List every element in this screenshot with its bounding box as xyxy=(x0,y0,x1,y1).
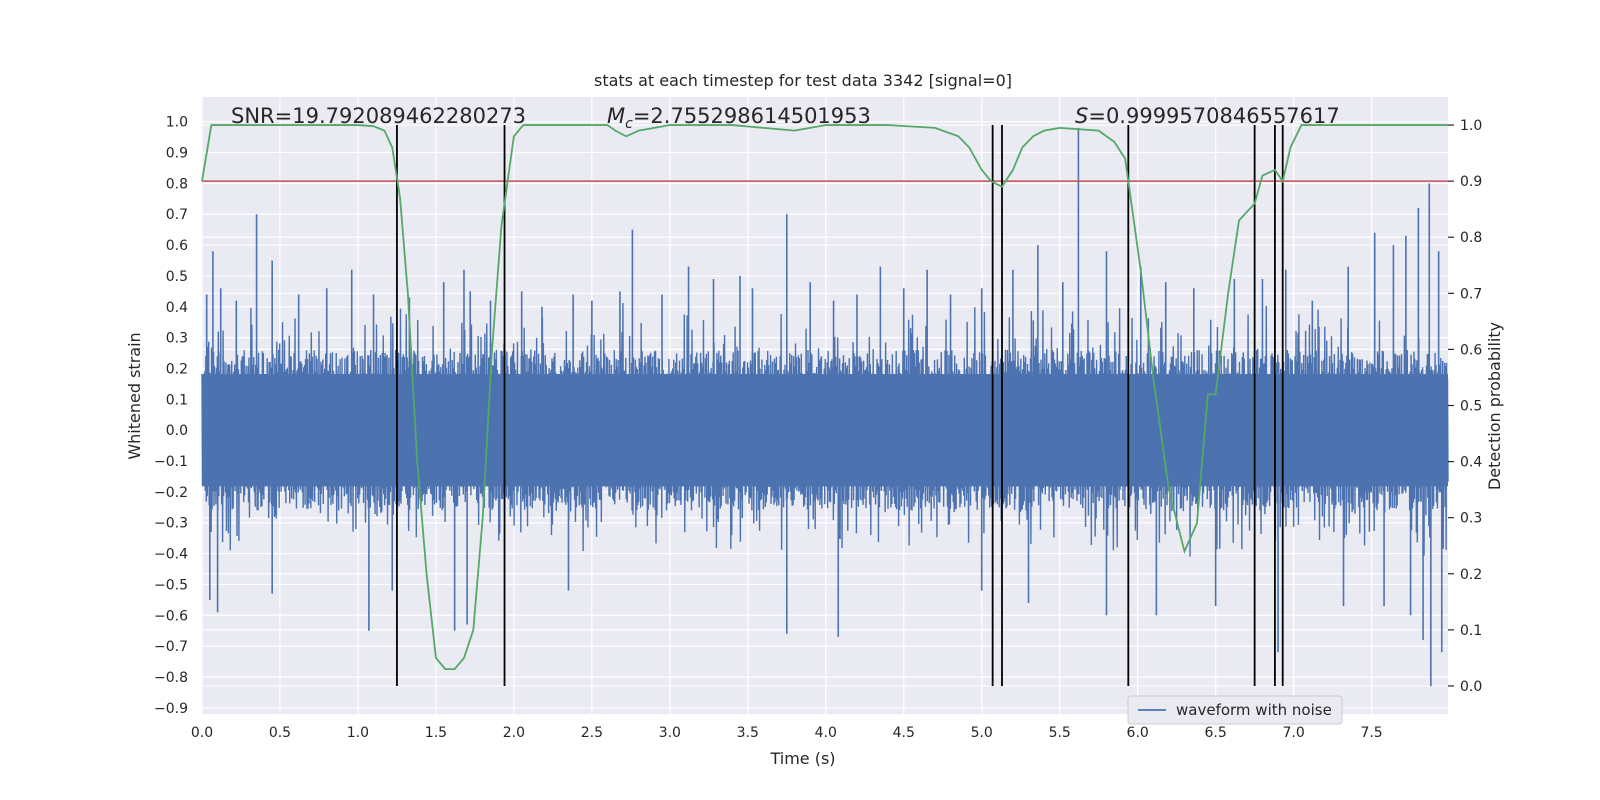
legend: waveform with noise xyxy=(1127,695,1343,725)
y-right-tick-label: 1.0 xyxy=(1460,118,1482,134)
chirp-mass-subscript: c xyxy=(625,116,633,132)
y-left-tick-label: −0.1 xyxy=(154,454,188,470)
y-left-tick-label: 1.0 xyxy=(166,115,188,131)
x-tick-label: 1.5 xyxy=(425,725,447,741)
x-axis-ticks: 0.0 0.5 1.0 1.5 2.0 2.5 3.0 3.5 4.0 4.5 5.0 5.5 6.0 6… xyxy=(191,725,1383,741)
x-tick-label: 7.5 xyxy=(1360,725,1382,741)
y-right-tick-label: 0.2 xyxy=(1460,567,1482,583)
y-right-tick-label: 0.6 xyxy=(1460,342,1482,358)
x-tick-label: 4.5 xyxy=(893,725,915,741)
x-tick-label: 5.0 xyxy=(971,725,993,741)
x-tick-label: 2.0 xyxy=(503,725,525,741)
snr-annotation: SNR=19.792089462280273 xyxy=(231,104,526,128)
x-tick-label: 6.5 xyxy=(1205,725,1227,741)
y-left-tick-label: −0.5 xyxy=(154,577,188,593)
x-tick-label: 5.5 xyxy=(1049,725,1071,741)
y-left-tick-label: 0.7 xyxy=(166,207,188,223)
y-left-tick-label: 0.4 xyxy=(166,300,188,316)
y-left-tick-label: 0.2 xyxy=(166,361,188,377)
chirp-mass-value: =2.755298614501953 xyxy=(633,104,871,128)
chirp-mass-annotation: Mc=2.755298614501953 xyxy=(607,104,871,132)
y-left-axis-ticks: 1.0 0.9 0.8 0.7 0.6 0.5 0.4 0.3 0.2 0.1 0.0 −0.1 −0.… xyxy=(154,115,188,717)
x-tick-label: 7.0 xyxy=(1282,725,1304,741)
legend-box xyxy=(1127,695,1343,725)
y-left-tick-label: 0.9 xyxy=(166,146,188,162)
y-left-tick-label: 0.6 xyxy=(166,238,188,254)
x-tick-label: 4.0 xyxy=(815,725,837,741)
y-left-tick-label: −0.3 xyxy=(154,516,188,532)
y-right-tick-label: 0.7 xyxy=(1460,286,1482,302)
statistic-value: =0.9999570846557617 xyxy=(1088,104,1339,128)
y-right-tick-label: 0.0 xyxy=(1460,679,1482,695)
y-left-tick-label: 0.0 xyxy=(166,423,188,439)
x-axis-label: Time (s) xyxy=(769,749,835,768)
x-tick-label: 2.5 xyxy=(581,725,603,741)
y-right-tick-label: 0.5 xyxy=(1460,399,1482,415)
event-markers xyxy=(396,125,1284,686)
y-right-tick-label: 0.9 xyxy=(1460,174,1482,190)
y-right-tick-label: 0.1 xyxy=(1460,623,1482,639)
waveform-series xyxy=(201,127,1449,687)
y-right-axis-label: Detection probability xyxy=(1485,322,1504,490)
y-left-tick-label: 0.3 xyxy=(166,331,188,347)
y-left-tick-label: 0.5 xyxy=(166,269,188,285)
x-tick-label: 1.0 xyxy=(347,725,369,741)
statistic-symbol: S xyxy=(1075,104,1088,128)
y-left-tick-label: −0.9 xyxy=(154,701,188,717)
y-left-tick-label: 0.8 xyxy=(166,176,188,192)
y-left-tick-label: −0.2 xyxy=(154,485,188,501)
x-tick-label: 6.0 xyxy=(1127,725,1149,741)
y-left-tick-label: −0.7 xyxy=(154,639,188,655)
x-tick-label: 3.5 xyxy=(737,725,759,741)
y-left-tick-label: −0.6 xyxy=(154,608,188,624)
chart-title: stats at each timestep for test data 334… xyxy=(594,71,1012,90)
y-left-tick-label: −0.4 xyxy=(154,547,188,563)
y-left-tick-label: −0.8 xyxy=(154,670,188,686)
chirp-mass-symbol: M xyxy=(607,104,625,128)
y-right-tick-label: 0.4 xyxy=(1460,455,1482,471)
y-left-axis-label: Whitened strain xyxy=(125,332,144,459)
y-right-axis-ticks: 1.0 0.9 0.8 0.7 0.6 0.5 0.4 0.3 0.2 0.1 0.0 xyxy=(1448,118,1482,695)
x-tick-label: 3.0 xyxy=(659,725,681,741)
waveform-core-band xyxy=(202,374,1448,487)
y-right-tick-label: 0.8 xyxy=(1460,230,1482,246)
legend-label: waveform with noise xyxy=(1176,701,1332,719)
detection-probability-line xyxy=(201,124,1448,671)
y-right-tick-label: 0.3 xyxy=(1460,511,1482,527)
statistic-annotation: S=0.9999570846557617 xyxy=(1075,104,1340,128)
x-tick-label: 0.5 xyxy=(269,725,291,741)
x-tick-label: 0.0 xyxy=(191,725,213,741)
y-left-tick-label: 0.1 xyxy=(166,392,188,408)
